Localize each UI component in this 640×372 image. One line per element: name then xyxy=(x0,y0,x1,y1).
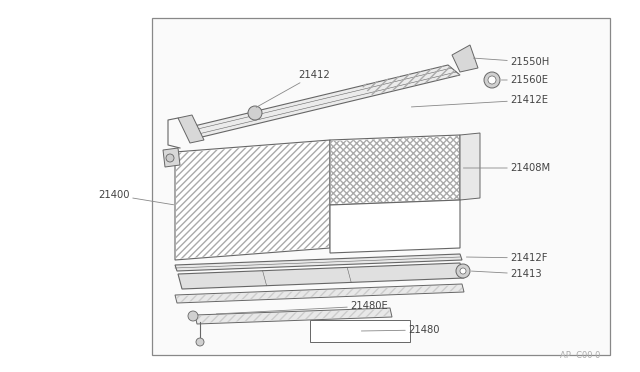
Text: 21400: 21400 xyxy=(99,190,173,205)
Text: 21480: 21480 xyxy=(362,325,440,335)
Text: 21412F: 21412F xyxy=(467,253,547,263)
Polygon shape xyxy=(460,133,480,200)
Text: 21550H: 21550H xyxy=(474,57,549,67)
Text: 21413: 21413 xyxy=(472,269,541,279)
Text: 21412: 21412 xyxy=(256,70,330,107)
Text: 21560E: 21560E xyxy=(501,75,548,85)
Circle shape xyxy=(248,106,262,120)
Text: AP  C00 0: AP C00 0 xyxy=(559,351,600,360)
Polygon shape xyxy=(190,65,460,137)
Polygon shape xyxy=(178,115,204,143)
Circle shape xyxy=(196,338,204,346)
Polygon shape xyxy=(452,45,478,72)
Circle shape xyxy=(166,154,174,162)
Polygon shape xyxy=(178,263,464,289)
Circle shape xyxy=(456,264,470,278)
Circle shape xyxy=(488,76,496,84)
Circle shape xyxy=(460,268,466,274)
Circle shape xyxy=(188,311,198,321)
Polygon shape xyxy=(175,284,464,303)
Polygon shape xyxy=(163,148,180,167)
Text: 21408M: 21408M xyxy=(463,163,550,173)
Bar xyxy=(152,18,610,355)
Polygon shape xyxy=(175,254,462,271)
Polygon shape xyxy=(330,200,460,253)
Text: 21412E: 21412E xyxy=(412,95,548,107)
Polygon shape xyxy=(330,135,460,205)
Circle shape xyxy=(484,72,500,88)
Polygon shape xyxy=(195,308,392,324)
Polygon shape xyxy=(175,140,330,260)
Text: 21480E: 21480E xyxy=(216,301,388,314)
Bar xyxy=(310,320,410,342)
